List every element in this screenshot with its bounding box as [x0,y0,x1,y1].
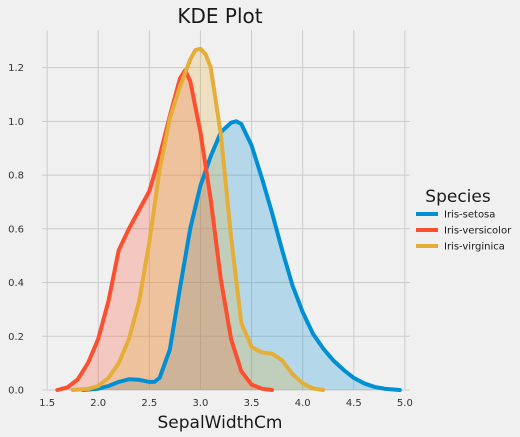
legend: Species Iris-setosa Iris-versicolor Iris-v… [416,187,512,253]
x-tick-label: 2.0 [90,398,106,409]
x-tick-label: 5.0 [397,398,413,409]
iris-virginica-line [70,46,326,392]
x-axis-title: SepalWidthCm [157,413,282,433]
y-tick-label: 1.0 [8,117,24,128]
x-tick-label: 4.5 [346,398,362,409]
kde-lines [55,46,402,392]
y-tick-label: 1.2 [8,63,24,74]
legend-title: Species [425,187,491,207]
iris-setosa-area [82,121,400,391]
y-tick-label: 0.6 [8,224,24,235]
chart-title: KDE Plot [177,4,262,28]
y-axis-ticks: 0.0 0.2 0.4 0.6 0.8 1.0 1.2 [8,63,24,396]
x-axis-ticks: 1.5 2.0 2.5 3.0 3.5 4.0 4.5 5.0 [39,398,413,409]
legend-label-iris-versicolor: Iris-versicolor [444,226,512,237]
x-tick-label: 1.5 [39,398,55,409]
y-tick-label: 0.8 [8,171,24,182]
y-tick-label: 0.4 [8,278,24,289]
kde-fills [57,48,400,391]
iris-virginica-area [72,48,324,391]
iris-setosa-line [80,119,402,392]
x-tick-label: 3.0 [192,398,208,409]
x-tick-label: 2.5 [141,398,157,409]
y-tick-label: 0.2 [8,332,24,343]
iris-versicolor-area [57,70,272,391]
legend-label-iris-setosa: Iris-setosa [444,210,495,221]
x-tick-label: 4.0 [295,398,311,409]
legend-label-iris-virginica: Iris-virginica [444,242,505,253]
x-tick-label: 3.5 [244,398,260,409]
y-tick-label: 0.0 [8,386,24,397]
